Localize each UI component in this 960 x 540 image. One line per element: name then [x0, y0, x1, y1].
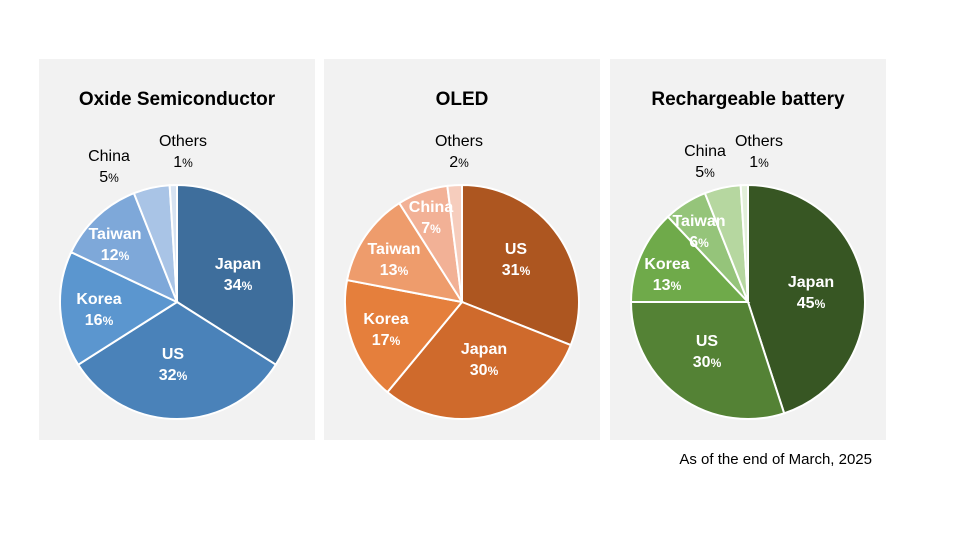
slice-value-taiwan: 12%	[101, 247, 130, 264]
pie-chart-battery: Japan 45% US 30% Korea 13% Taiwan 6% China 5% Othe…	[629, 133, 866, 420]
slice-value-others: 2%	[449, 154, 469, 171]
pie-slice-korea	[344, 278, 464, 394]
slice-value-others: 1%	[749, 154, 769, 171]
pie-chart-oled: US 31% Japan 30% Korea 17% Taiwan 13% China 7% Oth…	[344, 133, 580, 420]
pie-slice-us	[76, 300, 278, 420]
slice-value-japan: 45%	[797, 295, 826, 312]
chart-title: OLED	[435, 89, 489, 110]
chart-title: Rechargeable battery	[651, 89, 845, 110]
slice-label-us: US	[505, 241, 528, 258]
pie-chart-oxide: Japan 34% US 32% Korea 16% Taiwan 12% China 5% Oth…	[59, 133, 295, 420]
pie-slice-others	[446, 183, 463, 303]
slice-value-china: 5%	[695, 164, 715, 181]
pie-slice-others	[739, 183, 749, 303]
slice-label-japan: Japan	[788, 274, 834, 291]
slice-value-china: 7%	[421, 220, 441, 237]
slice-value-china: 5%	[99, 169, 119, 186]
slice-value-japan: 30%	[470, 362, 499, 379]
pie-panel-oxide: Oxide Semiconductor Japan 34% US 32% Korea 16…	[39, 59, 315, 440]
slice-value-korea: 13%	[653, 277, 682, 294]
slice-value-us: 31%	[502, 262, 531, 279]
slice-value-japan: 34%	[224, 277, 253, 294]
slice-label-taiwan: Taiwan	[88, 226, 141, 243]
slice-label-china: China	[88, 148, 130, 165]
slice-label-others: Others	[735, 133, 783, 150]
pie-slice-us	[461, 183, 580, 347]
chart-title: Oxide Semiconductor	[78, 89, 276, 110]
slice-label-korea: Korea	[76, 291, 121, 308]
slice-label-us: US	[696, 333, 719, 350]
pie-slice-taiwan	[345, 201, 465, 304]
slice-label-taiwan: Taiwan	[672, 213, 725, 230]
slice-label-japan: Japan	[215, 256, 261, 273]
pie-slice-taiwan	[69, 191, 179, 304]
pie-slice-korea	[629, 215, 751, 303]
slice-value-others: 1%	[173, 154, 193, 171]
pie-slice-japan	[747, 183, 866, 415]
slice-value-us: 32%	[159, 367, 188, 384]
pie-slice-others	[168, 183, 178, 303]
slice-value-korea: 16%	[85, 312, 114, 329]
slice-label-korea: Korea	[363, 311, 408, 328]
slice-value-us: 30%	[693, 354, 722, 371]
slice-label-others: Others	[435, 133, 483, 150]
pie-slice-us	[629, 301, 786, 420]
footnote: As of the end of March, 2025	[679, 451, 872, 468]
pie-panel-oled: OLED US 31% Japan 30% Korea 17% Taiwan 13% China…	[324, 59, 600, 440]
slice-label-china: China	[409, 199, 454, 216]
slice-label-taiwan: Taiwan	[367, 241, 420, 258]
slice-label-korea: Korea	[644, 256, 689, 273]
pie-panel-battery: Rechargeable battery Japan 45% US 30% Korea 1…	[610, 59, 886, 440]
slice-value-korea: 17%	[372, 332, 401, 349]
pie-slice-japan	[386, 300, 573, 420]
slice-value-taiwan: 6%	[689, 234, 709, 251]
slice-label-japan: Japan	[461, 341, 507, 358]
slice-label-us: US	[162, 346, 185, 363]
slice-value-taiwan: 13%	[380, 262, 409, 279]
slice-label-others: Others	[159, 133, 207, 150]
pie-slice-korea	[59, 250, 180, 367]
slice-label-china: China	[684, 143, 726, 160]
